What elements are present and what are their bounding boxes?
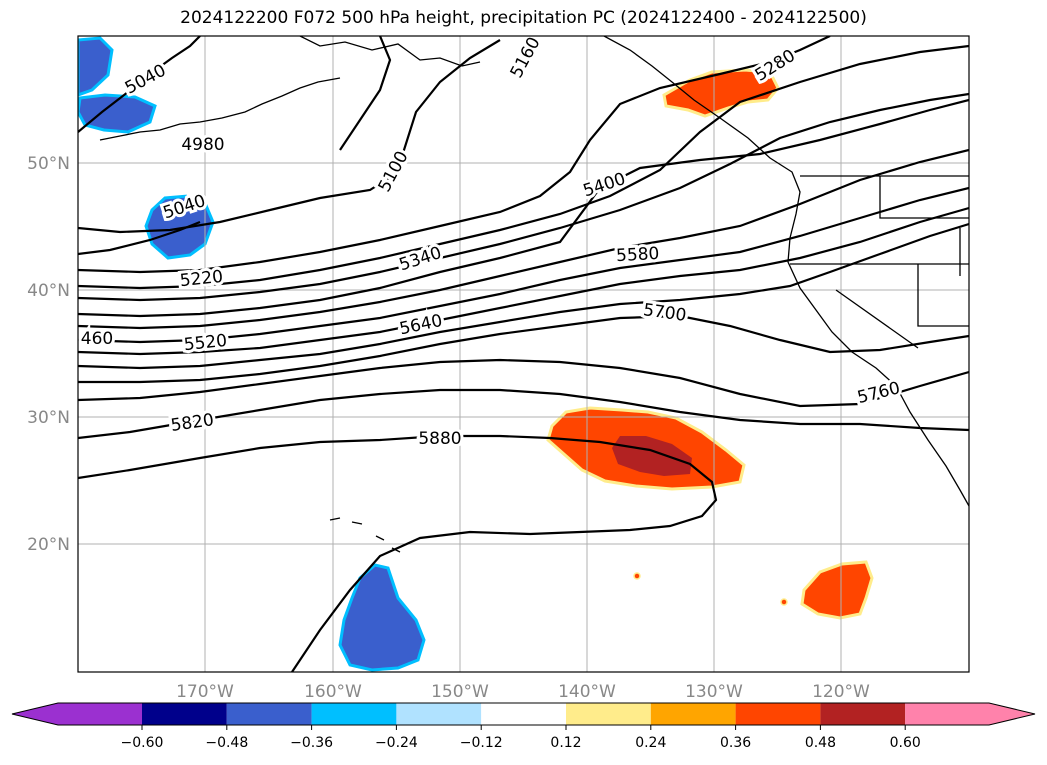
colorbar-tick-label: 0.60 [890, 735, 921, 751]
map-frame [77, 35, 970, 673]
neg-precip-area [338, 563, 426, 672]
lon-label: 130°W [685, 682, 743, 702]
aleutian-islands [99, 77, 341, 141]
map-background [78, 36, 969, 672]
contour-5700 [78, 314, 969, 384]
contour-5400 [78, 98, 969, 318]
colorbar-cell [566, 703, 651, 725]
contour-5520 [78, 186, 969, 344]
contour-5340 [78, 92, 969, 302]
contour-5460 [78, 148, 969, 330]
alaska-coast [299, 36, 481, 67]
pos-precip-dot [633, 572, 641, 580]
contour-5580 [78, 206, 969, 356]
lon-label: 140°W [558, 682, 616, 702]
colorbar-cell [311, 703, 397, 725]
colorbar-cell [735, 703, 821, 725]
height-contours [78, 36, 969, 672]
colorbar-tick-label: 0.12 [550, 735, 581, 751]
lat-label: 50°N [27, 154, 70, 174]
gridlines [78, 36, 969, 672]
colorbar: −0.60 −0.48 −0.36 −0.24 −0.12 0.12 0.24 0.36 0.4… [11, 702, 1036, 751]
contour-5160 [339, 36, 392, 151]
colorbar-tick-label: −0.12 [460, 735, 503, 751]
contour-label: 460 [81, 329, 113, 349]
contour-5820 [78, 388, 969, 440]
colorbar-cell [820, 703, 906, 725]
contour-5040-mid [78, 220, 201, 256]
colorbar-outline [11, 702, 1036, 726]
colorbar-tick-label: −0.36 [290, 735, 333, 751]
pos-precip-area [800, 560, 874, 620]
colorbar-cell [396, 703, 482, 725]
hawaii-islands [329, 517, 401, 553]
lat-label: 40°N [27, 281, 70, 301]
latitude-labels: 50°N 40°N 30°N 20°N [27, 154, 70, 555]
colorbar-cell [226, 703, 312, 725]
contour-label: 4980 [181, 135, 224, 155]
colorbar-cell [650, 703, 736, 725]
contour-label: 5580 [616, 244, 660, 266]
contour-5280 [78, 44, 969, 290]
colorbar-tick-label: −0.48 [205, 735, 248, 751]
neg-precip-area [78, 36, 114, 97]
colorbar-tick-label: 0.36 [720, 735, 751, 751]
coastlines [99, 36, 969, 553]
contour-5880 [78, 434, 718, 672]
lon-label: 160°W [304, 682, 362, 702]
colorbar-cell [481, 703, 566, 725]
contour-5220 [78, 36, 831, 274]
lon-label: 120°W [812, 682, 870, 702]
lon-label: 170°W [176, 682, 234, 702]
colorbar-tick-label: −0.24 [375, 735, 418, 751]
lon-label: 150°W [431, 682, 489, 702]
negative-precip-areas [78, 36, 426, 672]
lat-label: 30°N [27, 408, 70, 428]
map-title: 2024122200 F072 500 hPa height, precipit… [180, 8, 867, 28]
colorbar-tick-label: 0.48 [805, 735, 836, 751]
colorbar-extend-high [905, 703, 1035, 725]
contour-label: 5880 [418, 429, 461, 449]
contour-5040-north [78, 36, 201, 133]
colorbar-extend-low [12, 703, 142, 725]
pos-precip-core [612, 436, 692, 476]
contour-5760 [78, 358, 969, 408]
contour-5640 [78, 222, 969, 370]
colorbar-tick-label: −0.60 [121, 735, 164, 751]
contour-5100 [78, 39, 501, 234]
pos-precip-dot [780, 598, 788, 606]
colorbar-cell [142, 703, 227, 725]
neg-precip-area [78, 93, 157, 134]
pacific-nw-coast [603, 36, 969, 507]
lat-label: 20°N [27, 535, 70, 555]
longitude-labels: 170°W 160°W 150°W 140°W 130°W 120°W [176, 682, 870, 702]
state-borders [790, 176, 969, 349]
colorbar-tick-label: 0.24 [635, 735, 666, 751]
